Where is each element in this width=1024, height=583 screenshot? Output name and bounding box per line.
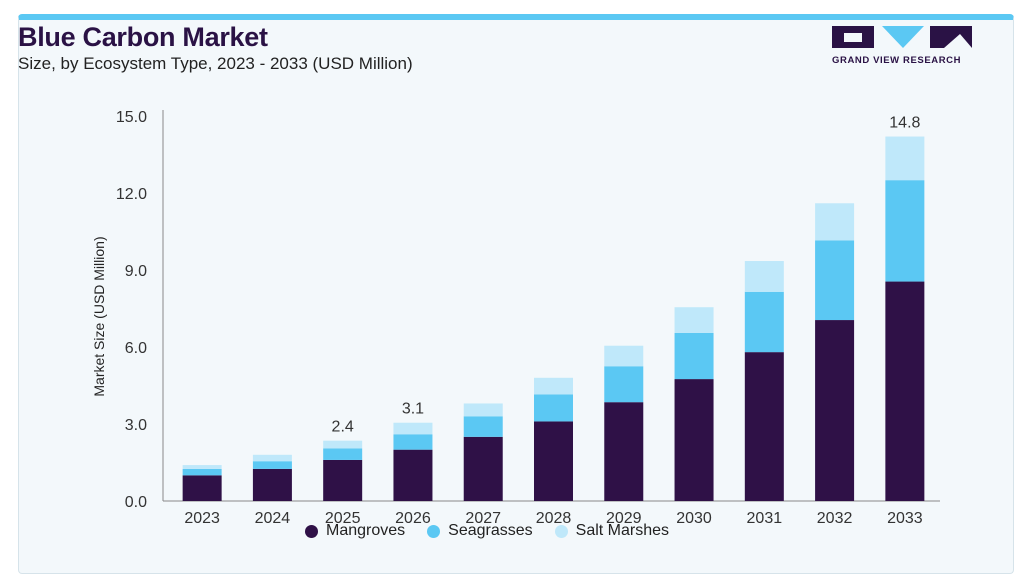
- x-tick-label: 2031: [747, 510, 783, 527]
- y-tick-label: 15.0: [116, 109, 147, 126]
- bar-mangroves-2032: [815, 320, 855, 501]
- x-tick-label: 2024: [255, 510, 291, 527]
- bar-salt-marshes-2025: [323, 440, 363, 449]
- bar-salt-marshes-2024: [252, 454, 292, 462]
- bar-salt-marshes-2026: [393, 422, 433, 435]
- y-tick-label: 9.0: [125, 263, 147, 280]
- legend-item-salt-marshes: Salt Marshes: [554, 522, 670, 540]
- bar-salt-marshes-2023: [182, 465, 222, 469]
- bar-salt-marshes-2033: [885, 136, 925, 181]
- bar-salt-marshes-2031: [744, 261, 784, 292]
- chart-title: Blue Carbon Market: [18, 22, 268, 52]
- legend-swatch-salt-marshes: [554, 524, 568, 538]
- bar-mangroves-2025: [323, 459, 363, 501]
- bar-seagrasses-2033: [885, 180, 925, 282]
- x-tick-label: 2025: [325, 510, 361, 527]
- y-tick-label: 6.0: [125, 340, 147, 357]
- bar-salt-marshes-2028: [534, 377, 573, 395]
- x-tick-label: 2032: [817, 510, 853, 527]
- bar-seagrasses-2027: [463, 416, 503, 437]
- x-tick-label: 2028: [536, 510, 572, 527]
- bar-seagrasses-2024: [252, 461, 292, 469]
- bar-seagrasses-2031: [744, 291, 784, 353]
- x-tick-label: 2033: [887, 510, 923, 527]
- logo-text: GRAND VIEW RESEARCH: [832, 55, 962, 66]
- bar-mangroves-2026: [393, 449, 433, 501]
- grand-view-research-logo-icon: [832, 26, 972, 48]
- y-tick-label: 12.0: [116, 186, 147, 203]
- x-tick-label: 2026: [395, 510, 431, 527]
- bar-mangroves-2024: [252, 468, 292, 501]
- bar-mangroves-2029: [604, 402, 644, 501]
- bar-seagrasses-2023: [182, 468, 222, 476]
- bar-mangroves-2027: [463, 436, 503, 501]
- bar-mangroves-2033: [885, 281, 925, 501]
- bar-mangroves-2023: [182, 475, 222, 501]
- bar-seagrasses-2028: [534, 394, 573, 422]
- bar-seagrasses-2025: [323, 448, 363, 460]
- bar-seagrasses-2032: [815, 240, 855, 321]
- x-tick-label: 2029: [606, 510, 642, 527]
- data-label-2026: 3.1: [402, 401, 424, 418]
- bar-mangroves-2031: [744, 352, 784, 501]
- legend-label-mangroves: Mangroves: [326, 522, 406, 539]
- data-label-2025: 2.4: [332, 419, 354, 436]
- x-tick-label: 2023: [184, 510, 220, 527]
- bar-seagrasses-2026: [393, 434, 433, 450]
- x-tick-label: 2027: [465, 510, 501, 527]
- bar-seagrasses-2029: [604, 366, 644, 403]
- bar-salt-marshes-2032: [815, 203, 855, 241]
- bar-salt-marshes-2027: [463, 403, 503, 417]
- legend-label-salt-marshes: Salt Marshes: [575, 522, 670, 539]
- bar-mangroves-2028: [534, 421, 573, 501]
- legend: Mangroves Seagrasses Salt Marshes: [305, 522, 669, 540]
- legend-label-seagrasses: Seagrasses: [448, 522, 533, 539]
- data-label-2033: 14.8: [889, 115, 920, 132]
- bar-mangroves-2030: [674, 379, 714, 501]
- legend-swatch-mangroves: [305, 524, 318, 538]
- y-tick-label: 3.0: [125, 417, 147, 434]
- legend-item-seagrasses: Seagrasses: [427, 522, 533, 540]
- y-axis-label: Market Size (USD Million): [91, 236, 107, 396]
- bar-seagrasses-2030: [674, 332, 714, 380]
- legend-swatch-seagrasses: [427, 524, 441, 538]
- y-tick-label: 0.0: [125, 494, 147, 511]
- bar-salt-marshes-2029: [604, 345, 644, 367]
- bar-salt-marshes-2030: [674, 307, 714, 333]
- legend-item-mangroves: Mangroves: [305, 522, 405, 540]
- chart-subtitle: Size, by Ecosystem Type, 2023 - 2033 (US…: [18, 54, 413, 73]
- x-tick-label: 2030: [676, 510, 712, 527]
